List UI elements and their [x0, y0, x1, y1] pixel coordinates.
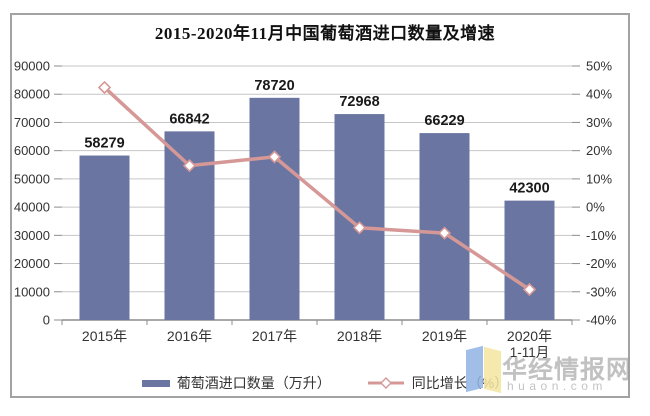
x-axis-label: 2016年 — [167, 328, 212, 344]
left-axis-label: 90000 — [14, 59, 50, 74]
bar-value-label: 42300 — [509, 181, 549, 197]
left-axis-label: 10000 — [14, 284, 50, 299]
growth-marker — [437, 226, 452, 240]
right-axis-label: 50% — [586, 59, 612, 74]
bar — [334, 114, 385, 321]
left-axis-label: 20000 — [14, 256, 50, 271]
right-axis-label: 20% — [586, 143, 612, 158]
legend-label-imports: 葡萄酒进口数量（万升） — [176, 375, 331, 391]
growth-marker — [267, 150, 282, 164]
right-axis-label: -10% — [586, 228, 617, 243]
bar-value-label: 66842 — [169, 111, 209, 127]
x-axis-label: 2018年 — [337, 328, 382, 344]
left-axis-label: 60000 — [14, 143, 50, 158]
x-axis-label: 2015年 — [82, 328, 127, 344]
bar-value-label: 58279 — [84, 136, 124, 152]
left-axis-label: 50000 — [14, 171, 50, 186]
growth-marker — [352, 221, 367, 235]
bar-value-label: 78720 — [254, 78, 294, 94]
x-axis-label: 2019年 — [422, 328, 467, 344]
growth-line — [102, 85, 532, 292]
right-axis-label: 30% — [586, 115, 612, 130]
bar — [79, 155, 130, 320]
x-axis-label: 2020年 — [507, 328, 552, 344]
bar — [504, 200, 555, 320]
left-axis-label: 30000 — [14, 228, 50, 243]
right-axis-label: -20% — [586, 256, 617, 271]
growth-marker — [182, 158, 197, 173]
bar — [249, 97, 300, 321]
right-axis-label: -40% — [586, 313, 617, 328]
left-axis-label: 40000 — [14, 200, 50, 215]
right-axis-label: 10% — [586, 171, 612, 186]
growth-marker — [522, 282, 537, 297]
left-axis-label: 80000 — [14, 87, 50, 102]
chart-title: 2015-2020年11月中国葡萄酒进口数量及增速 — [154, 24, 496, 43]
x-axis-label-note: 1-11月 — [510, 345, 550, 360]
bar-series-swatch — [141, 379, 170, 387]
growth-marker — [97, 80, 112, 95]
legend-item-growth: 同比增长（%） — [367, 373, 508, 393]
left-axis-label: 70000 — [14, 115, 50, 130]
x-axis-label: 2017年 — [252, 328, 297, 344]
bar-value-label: 66229 — [424, 113, 464, 129]
right-axis-label: -30% — [586, 284, 617, 299]
bar-value-label: 72968 — [339, 94, 379, 110]
line-series-swatch — [367, 377, 404, 389]
right-axis-label: 40% — [586, 87, 612, 102]
legend-item-imports: 葡萄酒进口数量（万升） — [141, 373, 331, 393]
right-axis-label: 0% — [586, 200, 605, 215]
left-axis-label: 0 — [43, 313, 50, 328]
legend-label-growth: 同比增长（%） — [411, 375, 509, 391]
legend: 葡萄酒进口数量（万升） 同比增长（%） — [0, 373, 650, 393]
